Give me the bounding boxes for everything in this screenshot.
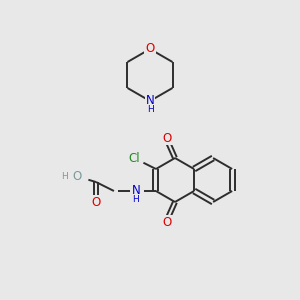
Text: Cl: Cl (129, 152, 140, 165)
Text: O: O (92, 196, 101, 208)
Text: O: O (146, 43, 154, 56)
Text: H: H (147, 106, 153, 115)
Text: H: H (133, 196, 139, 205)
Text: N: N (146, 94, 154, 107)
Text: O: O (162, 215, 172, 229)
Text: H: H (61, 172, 68, 182)
Text: O: O (162, 131, 172, 145)
Text: N: N (132, 184, 140, 197)
Text: O: O (72, 170, 81, 183)
